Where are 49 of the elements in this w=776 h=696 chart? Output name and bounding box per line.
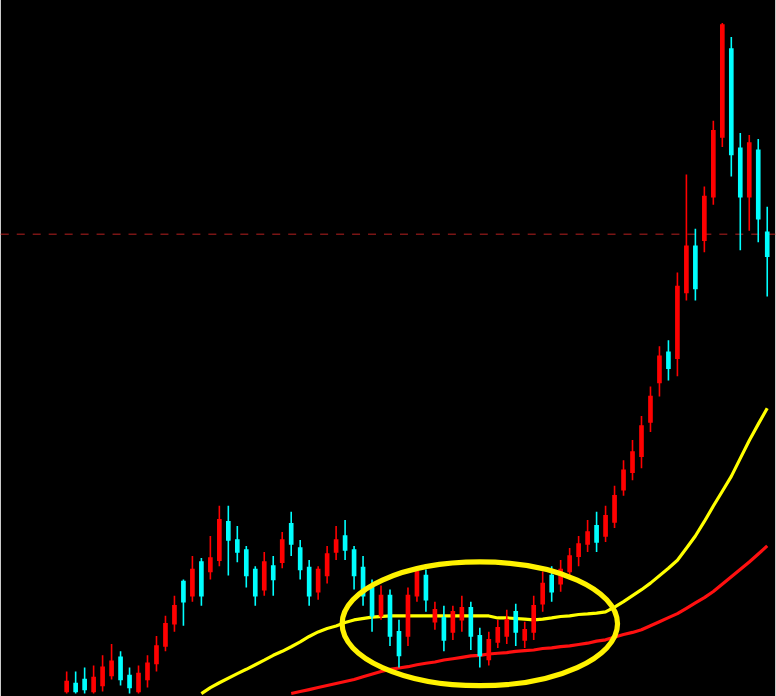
candlestick bbox=[684, 173, 689, 302]
candlestick bbox=[172, 594, 177, 633]
candlestick bbox=[378, 584, 384, 621]
candlestick bbox=[585, 518, 590, 553]
candlestick bbox=[486, 630, 492, 666]
candlestick bbox=[728, 35, 734, 178]
candlestick bbox=[100, 654, 105, 693]
candlestick bbox=[226, 504, 231, 577]
candlestick bbox=[477, 626, 483, 668]
candlestick bbox=[109, 642, 114, 681]
candlestick bbox=[675, 271, 680, 377]
candlestick bbox=[594, 510, 599, 553]
candlestick bbox=[279, 530, 285, 569]
candlestick bbox=[755, 137, 761, 243]
candlestick bbox=[666, 339, 671, 381]
candlestick bbox=[459, 594, 465, 633]
candlestick bbox=[711, 119, 716, 206]
candlestick bbox=[208, 534, 213, 581]
candlestick bbox=[181, 578, 186, 627]
candlestick bbox=[234, 524, 240, 563]
candlestick bbox=[630, 438, 635, 481]
candlestick bbox=[639, 414, 644, 469]
candlestick bbox=[648, 385, 653, 433]
candlestick bbox=[243, 544, 249, 589]
candlestick bbox=[252, 565, 258, 607]
candlestick bbox=[764, 205, 770, 298]
candlestick bbox=[450, 604, 456, 641]
candlestick bbox=[540, 570, 546, 613]
candlestick bbox=[288, 510, 294, 557]
candlestick bbox=[432, 600, 438, 631]
candlestick bbox=[657, 345, 662, 398]
candlestick bbox=[737, 131, 743, 251]
candlestick bbox=[154, 634, 159, 672]
candlestick bbox=[746, 133, 752, 232]
candlestick bbox=[513, 602, 519, 647]
candlestick bbox=[261, 550, 267, 597]
candlestick bbox=[342, 518, 348, 561]
candlestick bbox=[576, 534, 581, 567]
candlestick bbox=[190, 555, 195, 603]
candlestick bbox=[270, 555, 276, 597]
candlestick bbox=[297, 538, 303, 581]
candlestick bbox=[217, 504, 222, 567]
candlestick bbox=[702, 185, 707, 253]
candlestick bbox=[333, 524, 339, 561]
candlestick bbox=[522, 620, 528, 649]
candlestick bbox=[504, 608, 510, 645]
candlestick bbox=[693, 227, 698, 302]
candlestick bbox=[531, 594, 537, 641]
candlestick bbox=[495, 618, 501, 649]
